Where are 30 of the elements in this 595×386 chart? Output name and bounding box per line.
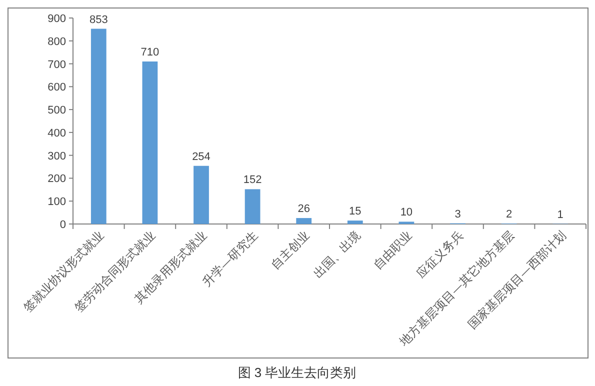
data-label: 254 xyxy=(192,150,210,163)
bar xyxy=(347,220,363,224)
bar xyxy=(90,28,106,224)
y-tick-label: 300 xyxy=(48,150,66,162)
data-label: 853 xyxy=(89,14,108,26)
y-tick-label: 200 xyxy=(48,173,66,186)
bar xyxy=(142,61,158,224)
x-tick-label: 自主创业 xyxy=(268,228,312,272)
y-tick-label: 0 xyxy=(60,219,66,231)
data-label: 3 xyxy=(454,208,461,220)
data-label: 15 xyxy=(349,206,362,218)
caption: 图 3 毕业生去向类别 xyxy=(238,365,356,380)
data-label: 1 xyxy=(557,208,564,221)
x-tick-label: 自由职业 xyxy=(370,228,415,272)
bar xyxy=(194,166,209,224)
y-tick-label: 500 xyxy=(48,104,66,117)
y-tick-label: 600 xyxy=(48,82,66,94)
data-label: 10 xyxy=(400,206,413,219)
y-tick-label: 800 xyxy=(48,36,66,48)
y-tick-label: 400 xyxy=(48,127,66,140)
bar xyxy=(244,189,260,224)
bar xyxy=(296,218,312,224)
data-label: 152 xyxy=(243,174,262,186)
y-tick-label: 700 xyxy=(48,58,66,71)
x-tick-label: 出国、出境 xyxy=(310,228,364,281)
data-label: 710 xyxy=(140,46,160,58)
y-tick-label: 900 xyxy=(48,13,66,25)
y-tick-label: 100 xyxy=(48,196,66,208)
data-label: 26 xyxy=(298,203,310,216)
data-label: 2 xyxy=(506,208,512,221)
